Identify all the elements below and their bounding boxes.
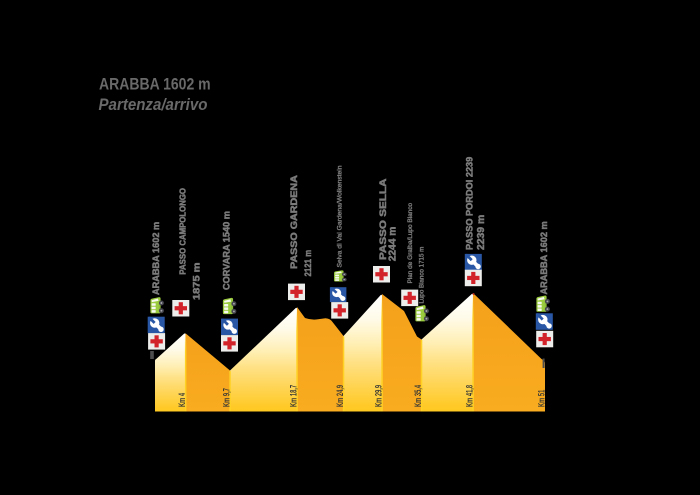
- svg-text:Selva di Val Gardena/Wolkenste: Selva di Val Gardena/Wolkenstein: [336, 165, 343, 267]
- svg-text:Km 18,7: Km 18,7: [288, 385, 299, 407]
- svg-text:Km 41,8: Km 41,8: [464, 385, 475, 407]
- svg-text:2244 m: 2244 m: [388, 227, 399, 262]
- svg-text:Km 51: Km 51: [536, 390, 547, 407]
- svg-text:Km 35,4: Km 35,4: [413, 384, 424, 407]
- svg-text:PASSO PORDOI 2239: PASSO PORDOI 2239: [464, 157, 474, 250]
- svg-text:CORVARA 1540 m: CORVARA 1540 m: [221, 211, 231, 290]
- svg-text:Partenza/arrivo: Partenza/arrivo: [99, 96, 208, 114]
- svg-text:ARABBA 1602 m: ARABBA 1602 m: [539, 221, 549, 294]
- svg-text:PASSO CAMPOLONGO: PASSO CAMPOLONGO: [178, 188, 187, 275]
- svg-text:Km 4: Km 4: [177, 392, 188, 407]
- svg-text:PASSO SELLA: PASSO SELLA: [378, 178, 388, 260]
- svg-text:2121 m: 2121 m: [302, 250, 313, 277]
- svg-text:Plan de Gralba/Lupo Bianco: Plan de Gralba/Lupo Bianco: [407, 203, 414, 284]
- svg-text:PASSO GARDENA: PASSO GARDENA: [290, 175, 300, 269]
- svg-text:ARABBA 1602 m: ARABBA 1602 m: [151, 222, 161, 295]
- svg-text:Km 29,9: Km 29,9: [373, 385, 384, 407]
- svg-text:2239 m: 2239 m: [476, 215, 487, 250]
- svg-text:1875 m: 1875 m: [192, 262, 202, 300]
- svg-text:Km 9,7: Km 9,7: [221, 388, 232, 407]
- svg-text:Km 24,9: Km 24,9: [335, 385, 346, 407]
- svg-text:ARABBA 1602 m: ARABBA 1602 m: [99, 75, 211, 93]
- svg-text:Lupo Bianco 1715 m: Lupo Bianco 1715 m: [419, 247, 426, 304]
